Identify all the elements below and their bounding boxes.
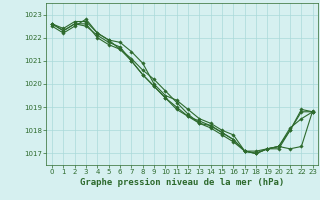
X-axis label: Graphe pression niveau de la mer (hPa): Graphe pression niveau de la mer (hPa) xyxy=(80,178,284,187)
